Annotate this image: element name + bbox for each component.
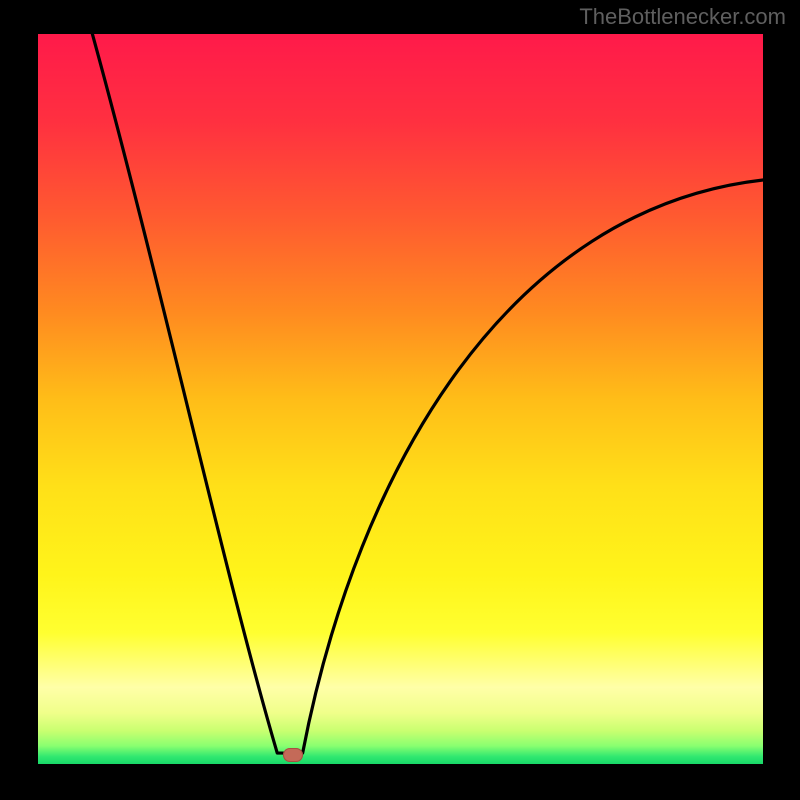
- plot-area: [38, 34, 763, 764]
- chart-frame: TheBottlenecker.com: [0, 0, 800, 800]
- minimum-marker: [283, 748, 303, 762]
- gradient-background: [38, 34, 763, 764]
- watermark-text: TheBottlenecker.com: [579, 4, 786, 30]
